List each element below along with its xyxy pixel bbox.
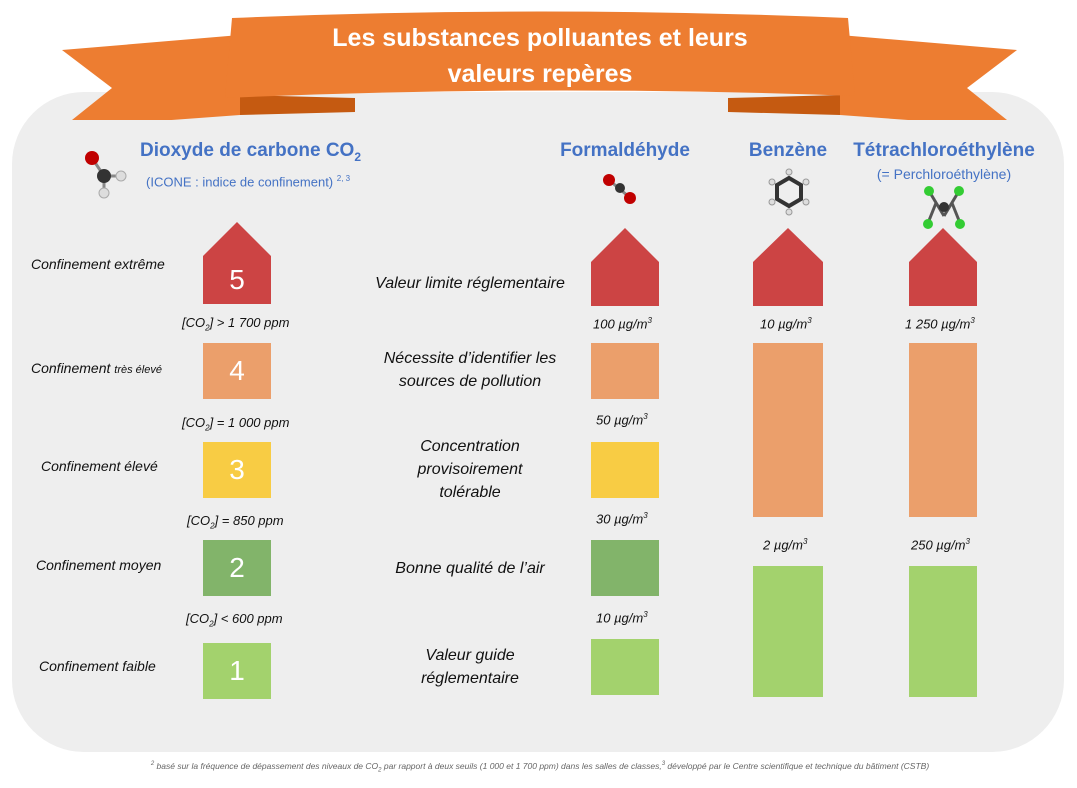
formaldehyde-limit-box	[591, 262, 659, 306]
footnote: 2 basé sur la fréquence de dépassement d…	[150, 761, 930, 774]
formaldehyde-threshold-30: 30 µg/m3	[596, 511, 648, 527]
co2-level-1-box: 1	[203, 643, 271, 699]
tetrachloroethylene-molecule-icon	[923, 186, 965, 229]
co2-threshold-850: [CO2] = 850 ppm	[187, 513, 284, 531]
formaldehyde-heading: Formaldéhyde	[560, 140, 690, 161]
co2-level-4-box: 4	[203, 343, 271, 399]
co2-level-2-box: 2	[203, 540, 271, 596]
ribbon-left-fold	[240, 95, 355, 115]
co2-level-4-label: Confinement très élevé	[31, 360, 162, 376]
formaldehyde-tolerable-box	[591, 442, 659, 498]
co2-level-3-label: Confinement élevé	[41, 458, 158, 474]
ribbon-right-fold	[728, 95, 840, 115]
benzene-limit-roof	[753, 228, 823, 262]
tetra-threshold-1250: 1 250 µg/m3	[905, 316, 975, 332]
co2-subtitle: (ICONE : indice de confinement) 2, 3	[146, 174, 351, 190]
co2-level-5-label: Confinement extrême	[31, 256, 165, 272]
benzene-threshold-10: 10 µg/m3	[760, 316, 812, 332]
benzene-heading: Benzène	[748, 140, 828, 161]
co2-threshold-600: [CO2] < 600 ppm	[186, 611, 283, 629]
formaldehyde-sources-box	[591, 343, 659, 399]
ribbon-right-tail	[840, 35, 1017, 120]
co2-molecule-icon	[85, 151, 127, 199]
formaldehyde-threshold-50: 50 µg/m3	[596, 412, 648, 428]
category-valeur-limite: Valeur limite réglementaire	[375, 275, 565, 292]
formaldehyde-good-air-box	[591, 540, 659, 596]
ribbon-main	[225, 11, 855, 98]
tetrachloroethylene-heading: Tétrachloroéthylène	[853, 140, 1035, 161]
tetra-limit-box	[909, 262, 977, 306]
benzene-molecule-icon	[768, 168, 810, 216]
tetra-threshold-250: 250 µg/m3	[911, 537, 970, 553]
formaldehyde-molecule-icon	[603, 174, 636, 204]
category-identifier-sources: Nécessite d’identifier les sources de po…	[383, 350, 557, 390]
tetra-guide-box	[909, 566, 977, 697]
co2-level-1-label: Confinement faible	[39, 658, 156, 674]
tetra-sources-box	[909, 343, 977, 517]
co2-level-3-box: 3	[203, 442, 271, 498]
category-valeur-guide: Valeur guide réglementaire	[421, 647, 519, 687]
benzene-sources-box	[753, 343, 823, 517]
formaldehyde-limit-roof	[591, 228, 659, 262]
benzene-threshold-2: 2 µg/m3	[763, 537, 808, 553]
category-bonne-qualite: Bonne qualité de l’air	[395, 560, 545, 577]
benzene-guide-box	[753, 566, 823, 697]
page-title: Les substances polluantes et leurs valeu…	[332, 24, 748, 88]
formaldehyde-threshold-100: 100 µg/m3	[593, 316, 652, 332]
co2-level-5-roof	[203, 222, 271, 256]
tetrachloroethylene-subtitle: (= Perchloroéthylène)	[876, 166, 1012, 182]
title-ribbon	[62, 11, 1017, 120]
molecule-icons	[85, 151, 965, 229]
co2-level-5-box: 5	[203, 256, 271, 304]
benzene-limit-box	[753, 262, 823, 306]
co2-threshold-1700: [CO2] > 1 700 ppm	[182, 315, 290, 333]
tetra-limit-roof	[909, 228, 977, 262]
background-panel	[12, 92, 1064, 752]
co2-level-2-label: Confinement moyen	[36, 557, 162, 573]
category-provisoirement-tolerable: Concentration provisoirement tolérable	[417, 438, 523, 501]
co2-heading: Dioxyde de carbone CO2	[140, 140, 362, 164]
formaldehyde-guide-box	[591, 639, 659, 695]
co2-threshold-1000: [CO2] = 1 000 ppm	[182, 415, 290, 433]
formaldehyde-threshold-10: 10 µg/m3	[596, 610, 648, 626]
ribbon-left-tail	[62, 35, 240, 120]
